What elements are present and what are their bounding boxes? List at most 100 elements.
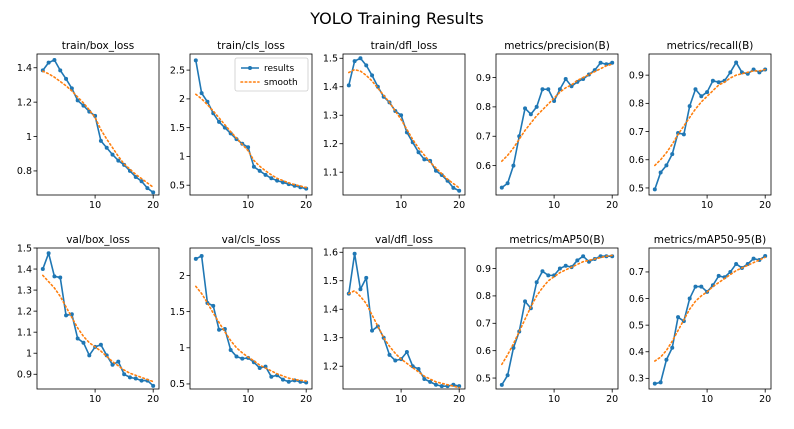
- legend-swatch-marker: [248, 66, 252, 70]
- y-tick-label: 0.9: [476, 73, 491, 84]
- series-smooth-line: [42, 274, 154, 383]
- y-tick-label: 1: [179, 152, 185, 163]
- series-results-point: [46, 60, 51, 65]
- series-results-point: [716, 273, 721, 278]
- series-results-point: [275, 178, 280, 183]
- y-tick-label: 1.4: [17, 264, 32, 275]
- series-results-point: [387, 352, 392, 357]
- series-results-point: [263, 172, 268, 177]
- series-results-point: [217, 119, 222, 124]
- series-smooth-line: [42, 70, 154, 189]
- y-tick-label: 0.7: [629, 267, 644, 278]
- y-tick-label: 0.5: [629, 320, 644, 331]
- y-tick-label: 2: [179, 94, 185, 105]
- series-results-point: [433, 382, 438, 387]
- y-tick-label: 2.5: [170, 65, 185, 76]
- series-results-point: [511, 345, 516, 350]
- series-results-line: [42, 252, 154, 387]
- series-results-point: [499, 185, 504, 190]
- x-tick-label: 10: [89, 394, 101, 405]
- axes-frame: [342, 53, 466, 196]
- series-smooth-line: [195, 285, 307, 382]
- series-results-point: [228, 347, 233, 352]
- series-results-point: [87, 353, 92, 358]
- series-smooth-line: [348, 68, 460, 189]
- panel-title: metrics/mAP50-95(B): [654, 234, 766, 246]
- series-results-point: [523, 106, 528, 111]
- x-tick-label: 20: [300, 200, 312, 211]
- series-results-point: [563, 263, 568, 268]
- series-results-point: [145, 186, 150, 191]
- series-results-point: [81, 340, 86, 345]
- axes-frame: [648, 53, 772, 196]
- series-results-point: [511, 163, 516, 168]
- y-tick-label: 0.9: [17, 370, 32, 381]
- x-tick-label: 10: [242, 200, 254, 211]
- y-tick-label: 1.5: [170, 307, 185, 318]
- x-tick-label: 20: [606, 394, 618, 405]
- series-results-point: [263, 364, 268, 369]
- series-results-point: [269, 374, 274, 379]
- series-results-line: [195, 255, 307, 384]
- y-tick-label: 0.5: [476, 373, 491, 384]
- x-tick-label: 10: [242, 394, 254, 405]
- legend-box: [234, 57, 309, 92]
- series-results-point: [664, 163, 669, 168]
- y-tick-label: 1.4: [323, 82, 338, 93]
- series-results-point: [557, 266, 562, 271]
- axes-frame: [495, 247, 619, 390]
- series-smooth-line: [654, 68, 766, 167]
- series-results-point: [439, 173, 444, 178]
- y-tick-label: 0.8: [629, 99, 644, 110]
- axes-frame: [495, 53, 619, 196]
- series-results-point: [687, 104, 692, 109]
- panel-metrics-map50-95-b: metrics/mAP50-95(B) 10 20 0.3 0.4 0.5 0.6 0.7: [629, 234, 772, 405]
- y-tick-label: 0.7: [476, 319, 491, 330]
- series-results-point: [98, 342, 103, 347]
- series-results-point: [652, 187, 657, 192]
- panel-val-cls-loss: val/cls_loss 10 20 0.5 1 1.5 2: [170, 234, 313, 405]
- series-results-point: [93, 113, 98, 118]
- series-results-point: [64, 76, 69, 81]
- series-results-point: [546, 273, 551, 278]
- series-results-line: [348, 252, 460, 387]
- series-results-point: [658, 380, 663, 385]
- series-results-point: [151, 190, 156, 195]
- series-results-point: [222, 125, 227, 130]
- y-tick-label: 0.8: [476, 291, 491, 302]
- series-results-point: [433, 168, 438, 173]
- series-results-point: [563, 76, 568, 81]
- series-results-point: [534, 280, 539, 285]
- series-results-point: [505, 181, 510, 186]
- panel-title: metrics/mAP50(B): [509, 234, 604, 246]
- series-results-point: [40, 267, 45, 272]
- series-results-point: [670, 152, 675, 157]
- series-results-point: [358, 56, 363, 61]
- series-results-point: [199, 253, 204, 258]
- x-tick-label: 20: [147, 200, 159, 211]
- series-results-point: [557, 87, 562, 92]
- series-results-point: [610, 60, 615, 65]
- series-results-point: [58, 68, 63, 73]
- series-results-point: [705, 90, 710, 95]
- y-tick-label: 1.2: [17, 306, 32, 317]
- series-results-point: [581, 254, 586, 259]
- series-results-point: [439, 384, 444, 389]
- series-results-point: [499, 382, 504, 387]
- y-tick-label: 1.3: [323, 333, 338, 344]
- figure-title: YOLO Training Results: [309, 9, 484, 28]
- series-results-line: [42, 59, 154, 194]
- panel-metrics-map50-b: metrics/mAP50(B) 10 20 0.5 0.6 0.7 0.8 0.9: [476, 234, 619, 405]
- series-smooth-line: [348, 289, 460, 389]
- x-tick-label: 10: [548, 200, 560, 211]
- panel-train-box-loss: train/box_loss 10 20 0.8 1 1.2 1.4: [17, 40, 160, 211]
- series-results-point: [193, 256, 198, 261]
- y-tick-label: 0.9: [476, 264, 491, 275]
- series-smooth-line: [654, 256, 766, 362]
- axes-frame: [36, 247, 160, 390]
- series-results-point: [58, 275, 63, 280]
- panel-metrics-recall-b: metrics/recall(B) 10 20 0.5 0.6 0.7 0.8 0.9: [629, 40, 772, 211]
- panel-title: val/dfl_loss: [375, 234, 433, 246]
- y-tick-label: 0.5: [170, 379, 185, 390]
- series-results-point: [346, 83, 351, 88]
